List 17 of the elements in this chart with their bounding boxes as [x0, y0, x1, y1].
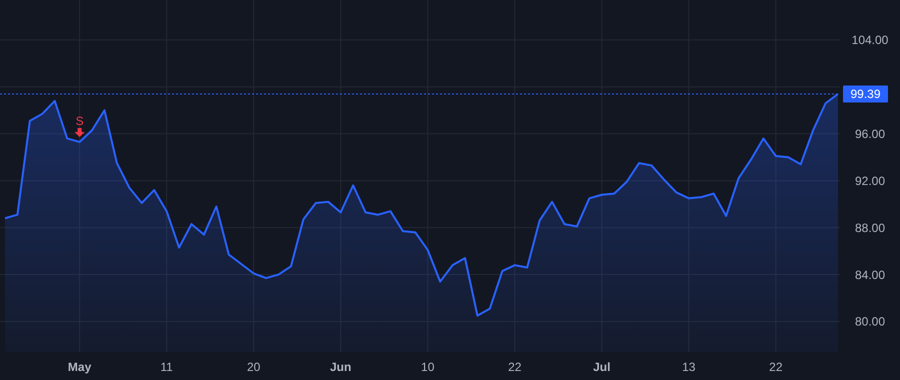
y-tick-label: 80.00 [854, 314, 886, 329]
x-tick-label: 13 [682, 360, 696, 374]
x-tick-label: 20 [246, 360, 261, 374]
y-tick-label: 84.00 [854, 268, 886, 282]
x-tick-label: May [68, 360, 92, 374]
x-tick-label: Jun [330, 360, 352, 374]
x-tick-label: Jul [593, 360, 610, 374]
x-tick-label: 10 [421, 360, 435, 374]
y-tick-label: 92.00 [854, 174, 886, 188]
annotation: S [76, 114, 84, 128]
x-tick-label: 11 [160, 360, 174, 374]
x-tick-label: 22 [508, 360, 522, 374]
y-tick-label: 96.00 [854, 126, 886, 141]
ref-line-label: 99.39 [850, 87, 881, 102]
x-tick-label: 22 [769, 360, 783, 374]
y-tick-label: 104.00 [852, 33, 889, 48]
y-tick-label: 88.00 [854, 220, 886, 235]
